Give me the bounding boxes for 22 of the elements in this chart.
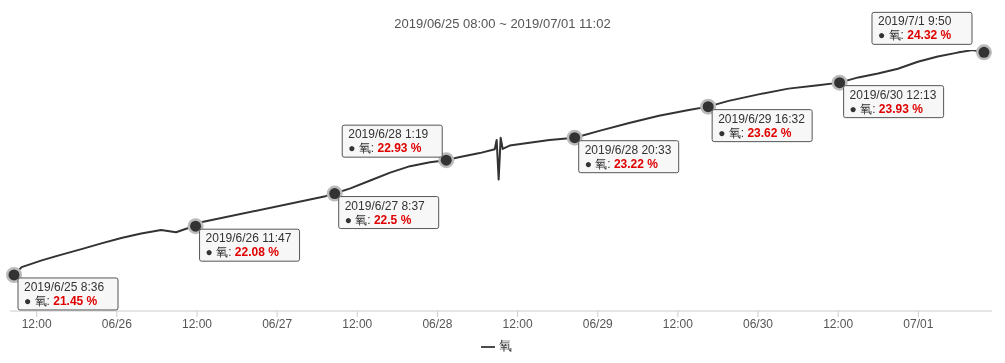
x-tick-label: 12:00: [662, 316, 694, 331]
x-tick-label: 06/28: [422, 316, 453, 331]
x-tick-label: 12:00: [823, 316, 854, 331]
chart-title: 2019/06/25 08:00 ~ 2019/07/01 11:02: [394, 16, 611, 31]
x-tick-label: 12:00: [21, 316, 53, 331]
annotation: 2019/6/29 16:32 ● 氧: 23.62 %: [718, 111, 806, 140]
x-tick-label: 12:00: [342, 316, 373, 331]
x-tick-label: 06/26: [101, 316, 133, 331]
legend-label: 氧: [498, 338, 512, 353]
annotation: 2019/6/27 8:37 ● 氧: 22.5 %: [344, 198, 426, 227]
x-tick-label: 06/30: [743, 316, 774, 331]
annotation: 2019/6/26 11:47 ● 氧: 22.08 %: [205, 231, 292, 260]
annotation: 2019/6/25 8:36 ● 氧: 21.45 %: [24, 279, 105, 308]
x-tick-label: 06/29: [582, 316, 614, 331]
x-tick-label: 12:00: [502, 316, 533, 331]
x-tick-label: 07/01: [903, 316, 934, 331]
annotation: 2019/6/30 12:13 ● 氧: 23.93 %: [849, 87, 937, 116]
x-tick-label: 12:00: [181, 316, 213, 331]
annotation: 2019/6/28 1:19 ● 氧: 22.93 %: [348, 127, 429, 156]
annotation: 2019/7/1 9:50 ● 氧: 24.32 %: [877, 14, 952, 43]
annotation: 2019/6/28 20:33 ● 氧: 23.22 %: [584, 142, 672, 171]
x-tick-label: 06/27: [262, 316, 293, 331]
